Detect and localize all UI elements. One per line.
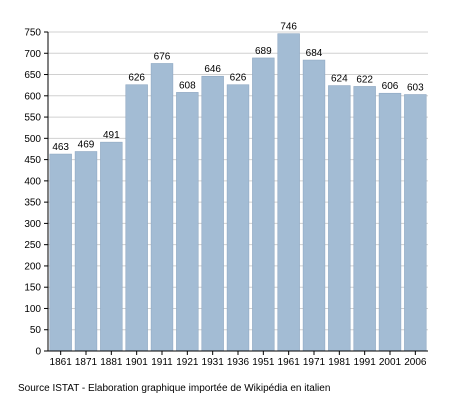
bar-chart: 0 50 100 150 200 250 300 350 400 450 500 550 600 650 7… xyxy=(24,22,428,368)
y-tick-label: 650 xyxy=(24,70,41,81)
x-tick-labels: 1861 1871 1881 1901 1911 1921 1931 1936 1951 1961… xyxy=(50,357,427,368)
data-labels: 463 469 491 626 676 608 646 626 689 746 684 624 622 6… xyxy=(52,22,424,153)
x-tick-label: 1991 xyxy=(354,357,377,368)
y-tick-labels: 0 50 100 150 200 250 300 350 400 450 500 550 600 650 7… xyxy=(24,28,41,358)
bar-1936 xyxy=(226,84,250,352)
y-tick-label: 450 xyxy=(24,155,41,166)
data-label-1931: 646 xyxy=(204,64,221,75)
bar-1951 xyxy=(252,57,275,352)
data-label-2001: 606 xyxy=(382,81,399,92)
y-tick-label: 50 xyxy=(30,325,42,336)
data-label-1911: 676 xyxy=(154,51,171,62)
x-tick-label: 1901 xyxy=(126,357,149,368)
x-tick-label: 1911 xyxy=(151,357,173,368)
data-label-1951: 689 xyxy=(255,46,272,57)
y-tick-label: 250 xyxy=(24,240,41,251)
x-tick-label: 1881 xyxy=(100,357,123,368)
bar-1931 xyxy=(201,75,224,352)
x-tick-label: 2001 xyxy=(379,357,402,368)
bar-1981 xyxy=(328,85,351,352)
x-tick-label: 1961 xyxy=(278,357,301,368)
source-note: Source ISTAT - Elaboration graphique imp… xyxy=(18,383,331,394)
bar-1861 xyxy=(49,153,72,352)
bar-1901 xyxy=(125,84,148,352)
x-tick-label: 1981 xyxy=(328,357,351,368)
y-tick-label: 500 xyxy=(24,134,41,145)
x-tick-label: 1936 xyxy=(227,357,250,368)
y-tick-label: 100 xyxy=(24,304,41,315)
data-label-1961: 746 xyxy=(280,22,297,33)
x-tick-label: 1921 xyxy=(176,357,199,368)
data-label-1991: 622 xyxy=(356,74,373,85)
x-tick-label: 1871 xyxy=(75,357,98,368)
y-tick-label: 750 xyxy=(24,28,41,39)
data-label-1871: 469 xyxy=(78,140,95,151)
x-tick-label: 2006 xyxy=(404,357,427,368)
bar-2006 xyxy=(404,94,427,352)
y-tick-label: 600 xyxy=(24,91,41,102)
bar-1911 xyxy=(150,63,174,352)
y-tick-label: 700 xyxy=(24,49,41,60)
x-tick-label: 1951 xyxy=(252,357,275,368)
bar-1961 xyxy=(277,33,300,352)
data-label-1881: 491 xyxy=(103,130,120,141)
bar-1921 xyxy=(176,92,199,352)
axes xyxy=(44,31,428,355)
y-tick-label: 400 xyxy=(24,176,41,187)
x-tick-label: 1931 xyxy=(202,357,225,368)
bars xyxy=(49,33,427,352)
bar-2001 xyxy=(378,92,402,352)
data-label-1901: 626 xyxy=(128,73,145,84)
y-tick-label: 200 xyxy=(24,261,41,272)
x-tick-label: 1861 xyxy=(50,357,73,368)
bar-1871 xyxy=(74,151,98,352)
data-label-1861: 463 xyxy=(52,142,69,153)
data-label-1936: 626 xyxy=(230,73,247,84)
y-tick-label: 0 xyxy=(35,347,41,358)
data-label-1921: 608 xyxy=(179,80,196,91)
bar-1971 xyxy=(302,59,326,352)
data-label-1971: 684 xyxy=(306,48,323,59)
x-tick-label: 1971 xyxy=(303,357,326,368)
y-tick-label: 300 xyxy=(24,219,41,230)
y-tick-label: 150 xyxy=(24,283,41,294)
bar-1991 xyxy=(353,86,376,352)
bar-1881 xyxy=(100,141,123,352)
data-label-1981: 624 xyxy=(331,74,348,85)
data-label-2006: 603 xyxy=(407,83,424,94)
y-tick-label: 550 xyxy=(24,113,41,124)
y-tick-label: 350 xyxy=(24,198,41,209)
